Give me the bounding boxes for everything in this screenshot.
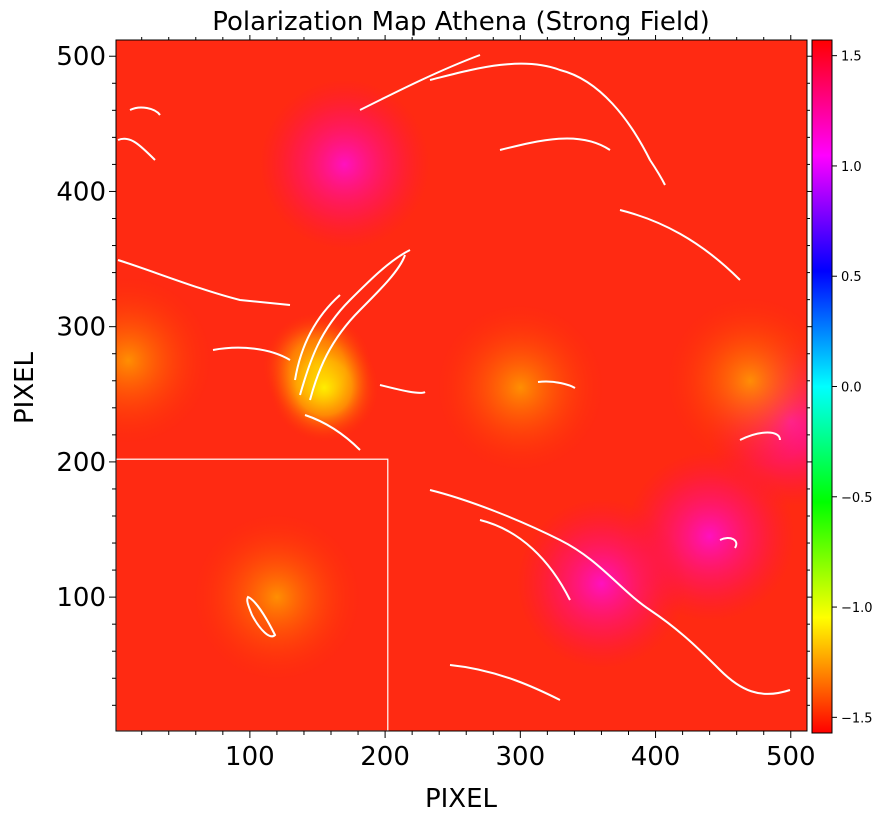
chart-title: Polarization Map Athena (Strong Field) [212,7,709,37]
highlight-box [116,458,389,731]
heatmap-spot-8 [191,512,362,683]
x-axis-label: PIXEL [425,784,498,814]
contour-filament [117,249,411,451]
heatmap-spot-2 [259,79,430,250]
colorbar-tick-label: 0.5 [841,270,862,285]
contour-left [117,106,576,394]
colorbar-ticks: −1.5 −1.0 −0.5 0.0 0.5 1.0 1.5 [832,50,873,726]
heatmap-spots [116,79,807,683]
contour-lower-right [429,489,791,701]
y-tick-label: 100 [56,583,106,613]
colorbar-tick-label: 0.0 [841,381,862,396]
plot-area [116,40,807,731]
y-tick-label: 500 [56,42,106,72]
x-axis-ticks: 100 200 300 400 500 [225,35,816,772]
x-tick-label: 200 [360,742,410,772]
y-tick-label: 200 [56,448,106,478]
contour-upper-right [359,54,781,441]
colorbar-tick-label: 1.0 [841,160,862,175]
contour-lines [117,54,791,701]
x-axis-minor-ticks [141,37,765,735]
colorbar-tick-label: −1.5 [841,711,873,726]
colorbar-tick-label: −0.5 [841,491,873,506]
x-tick-label: 300 [496,742,546,772]
heatmap-spot-6 [116,275,214,446]
y-axis-minor-ticks [112,82,810,706]
x-tick-label: 500 [766,742,816,772]
plot-frame [115,39,808,732]
x-tick-label: 400 [631,742,681,772]
contour-inner-loop [246,595,277,638]
y-axis-ticks: 100 200 300 400 500 [56,42,812,613]
x-tick-label: 100 [225,742,275,772]
heatmap-spot-5 [516,498,687,669]
y-axis-label: PIXEL [10,351,40,424]
y-tick-label: 400 [56,177,106,207]
colorbar [811,39,833,734]
heatmap-spot-1 [269,332,380,443]
heatmap-spot-7 [435,302,606,473]
colorbar-tick-label: 1.5 [841,50,862,65]
heatmap-spot-9 [665,295,807,466]
colorbar-tick-label: −1.0 [841,601,873,616]
y-tick-label: 300 [56,313,106,343]
